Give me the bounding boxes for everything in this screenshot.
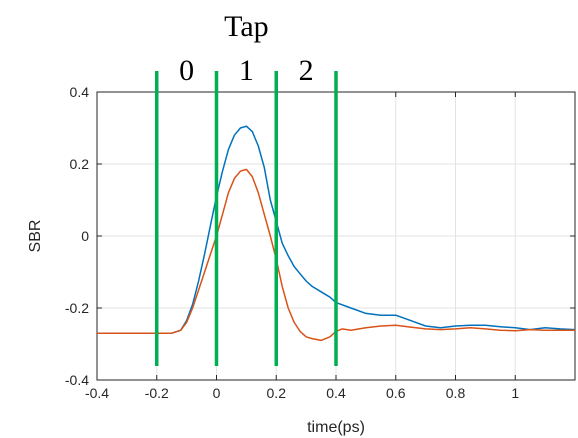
x-tick-label: 0.4	[326, 385, 346, 401]
data-series	[97, 125, 576, 342]
tap-title: Tap	[224, 10, 269, 43]
x-tick-label: 0.2	[267, 385, 287, 401]
y-axis-label: SBR	[27, 220, 44, 253]
series-line-0	[97, 125, 576, 334]
y-tick-label: -0.4	[65, 372, 89, 388]
tap-label: 2	[299, 54, 314, 87]
x-tick-label: -0.2	[145, 385, 169, 401]
x-tick-label: 1	[511, 385, 519, 401]
x-tick-label: -0.4	[85, 385, 109, 401]
tap-label: 0	[179, 54, 194, 87]
y-tick-label: -0.2	[65, 300, 89, 316]
y-tick-label: 0	[81, 228, 89, 244]
y-tick-label: 0.4	[70, 84, 90, 100]
x-tick-label: 0.8	[446, 385, 466, 401]
x-tick-label: 0	[213, 385, 221, 401]
tap-label: 1	[239, 54, 254, 87]
x-axis-label: time(ps)	[307, 419, 365, 436]
tap-annotations: Tap 0 1 2	[179, 10, 314, 87]
y-tick-label: 0.2	[70, 156, 90, 172]
axis-ticks: -0.4 -0.2 0 0.2 0.4 0.6 0.8 1 -0.4 -0.2 0 0.2 0.4	[65, 84, 575, 401]
x-tick-label: 0.6	[386, 385, 406, 401]
series-line-1	[97, 168, 575, 342]
tap-boundaries	[155, 71, 338, 366]
